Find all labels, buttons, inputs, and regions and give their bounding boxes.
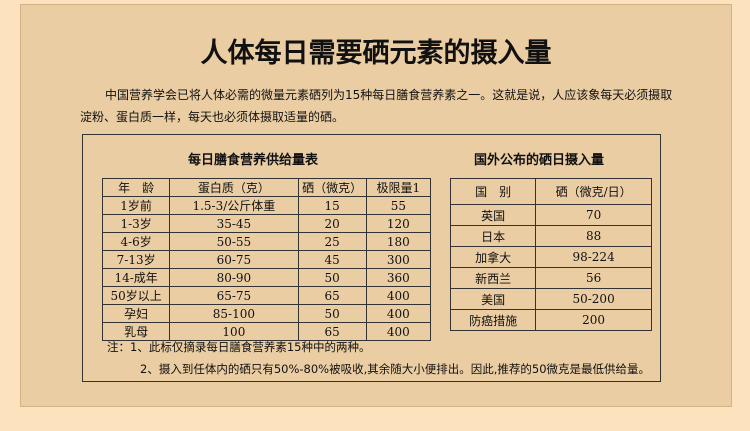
table-row: 加拿大 98-224 (449, 246, 652, 268)
table-cell: 英国 (449, 204, 537, 226)
table-cell: 98-224 (535, 246, 652, 268)
table-cell: 300 (365, 250, 432, 269)
table-cell: 乳母 (101, 322, 171, 341)
column-header: 年 龄 (101, 178, 171, 197)
table-cell: 25 (297, 232, 367, 251)
table-row: 孕妇 85-100 50 400 (101, 304, 432, 323)
table-cell: 70 (535, 204, 652, 226)
table-cell: 65 (297, 286, 367, 305)
column-header: 极限量1 (365, 178, 432, 197)
foreign-intake-table: 国 别硒（微克/日） 英国 70 日本 88 加拿大 98-224 新西兰 56 美国 50-200… (449, 178, 652, 331)
tables-box: 每日膳食营养供给量表 国外公布的硒日摄入量 年 龄蛋白质（克） 硒（微克） 极限量1… (82, 134, 661, 382)
table2-title: 国外公布的硒日摄入量 (474, 153, 605, 168)
table-cell: 180 (365, 232, 432, 251)
table-cell: 新西兰 (449, 267, 537, 289)
table-row: 英国 70 (449, 204, 652, 226)
table-cell: 50岁以上 (101, 286, 171, 305)
table-cell: 4-6岁 (101, 232, 171, 251)
table-cell: 50 (297, 268, 367, 287)
table-cell: 防癌措施 (449, 309, 537, 331)
table-row: 1-3岁 35-45 20 120 (101, 214, 432, 233)
content-panel: 人体每日需要硒元素的摄入量 中国营养学会已将人体必需的微量元素硒列为15种每日膳… (20, 4, 732, 407)
table-cell: 1.5-3/公斤体重 (169, 196, 299, 215)
table-row: 乳母 100 65 400 (101, 322, 432, 341)
note-1: 注：1、此标仅摘录每日膳食营养素15种中的两种。 (107, 340, 371, 354)
table-cell: 360 (365, 268, 432, 287)
table-cell: 加拿大 (449, 246, 537, 268)
table-cell: 50-200 (535, 288, 652, 310)
column-header: 国 别 (449, 178, 537, 205)
note-2: 2、摄入到任体内的硒只有50%-80%被吸收,其余随大小便排出。因此,推荐的50… (140, 362, 651, 376)
table-cell: 45 (297, 250, 367, 269)
table-cell: 120 (365, 214, 432, 233)
table-cell: 7-13岁 (101, 250, 171, 269)
table1-title: 每日膳食营养供给量表 (188, 153, 319, 168)
table-cell: 400 (365, 286, 432, 305)
table-cell: 15 (297, 196, 367, 215)
intro-paragraph: 中国营养学会已将人体必需的微量元素硒列为15种每日膳食营养素之一。这就是说，人应… (80, 88, 673, 124)
column-header: 硒（微克/日） (535, 178, 652, 205)
table-cell: 200 (535, 309, 652, 331)
table-row: 日本 88 (449, 225, 652, 247)
table-row: 4-6岁 50-55 25 180 (101, 232, 432, 251)
table-cell: 65 (297, 322, 367, 341)
table-cell: 1岁前 (101, 196, 171, 215)
table-header-row: 国 别硒（微克/日） (449, 178, 652, 205)
table-cell: 400 (365, 322, 432, 341)
table-cell: 日本 (449, 225, 537, 247)
table-cell: 400 (365, 304, 432, 323)
table-cell: 50 (297, 304, 367, 323)
table-cell: 美国 (449, 288, 537, 310)
table-header-row: 年 龄蛋白质（克） 硒（微克） 极限量1 (101, 178, 432, 197)
table-row: 新西兰 56 (449, 267, 652, 289)
table-cell: 14-成年 (101, 268, 171, 287)
table-row: 7-13岁 60-75 45 300 (101, 250, 432, 269)
table-cell: 孕妇 (101, 304, 171, 323)
table-cell: 60-75 (169, 250, 299, 269)
table-cell: 80-90 (169, 268, 299, 287)
table-row: 美国 50-200 (449, 288, 652, 310)
table-cell: 65-75 (169, 286, 299, 305)
table-cell: 100 (169, 322, 299, 341)
table-row: 1岁前 1.5-3/公斤体重 15 55 (101, 196, 432, 215)
nutrition-table: 年 龄蛋白质（克） 硒（微克） 极限量1 1岁前 1.5-3/公斤体重 15 55 1-3岁 3… (101, 178, 432, 341)
page-title: 人体每日需要硒元素的摄入量 (200, 38, 552, 69)
table-row: 14-成年 80-90 50 360 (101, 268, 432, 287)
table-row: 50岁以上 65-75 65 400 (101, 286, 432, 305)
table-cell: 50-55 (169, 232, 299, 251)
table-cell: 56 (535, 267, 652, 289)
table-cell: 55 (365, 196, 432, 215)
table-cell: 1-3岁 (101, 214, 171, 233)
column-header: 硒（微克） (297, 178, 367, 197)
table-cell: 85-100 (169, 304, 299, 323)
column-header: 蛋白质（克） (169, 178, 299, 197)
table-cell: 88 (535, 225, 652, 247)
table-cell: 20 (297, 214, 367, 233)
table-cell: 35-45 (169, 214, 299, 233)
table-row: 防癌措施 200 (449, 309, 652, 331)
